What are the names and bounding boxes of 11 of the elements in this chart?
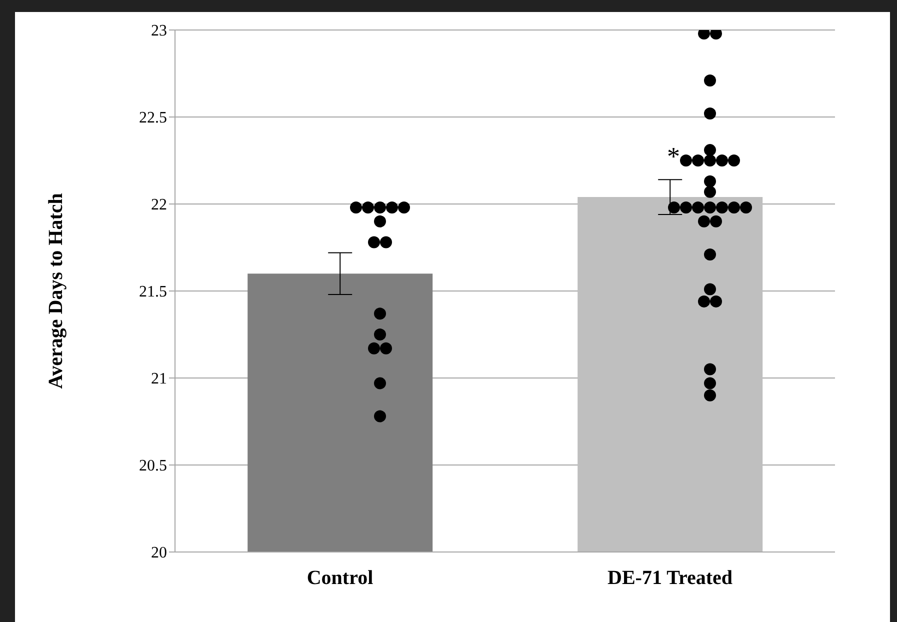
annotation: * (667, 142, 680, 172)
x-tick-label: DE-71 Treated (608, 567, 732, 590)
y-tick-label: 21 (151, 370, 167, 388)
x-tick-label: Control (306, 567, 374, 590)
y-tick-label: 22 (151, 196, 167, 214)
y-tick-label: 20.5 (139, 458, 167, 475)
y-axis-title: Average Days to Hatch (45, 193, 68, 389)
y-tick-label: 21.5 (139, 284, 167, 301)
y-tick-label: 23 (151, 22, 167, 40)
y-tick-label: 20 (151, 544, 167, 562)
y-tick-label: 22.5 (139, 110, 167, 127)
